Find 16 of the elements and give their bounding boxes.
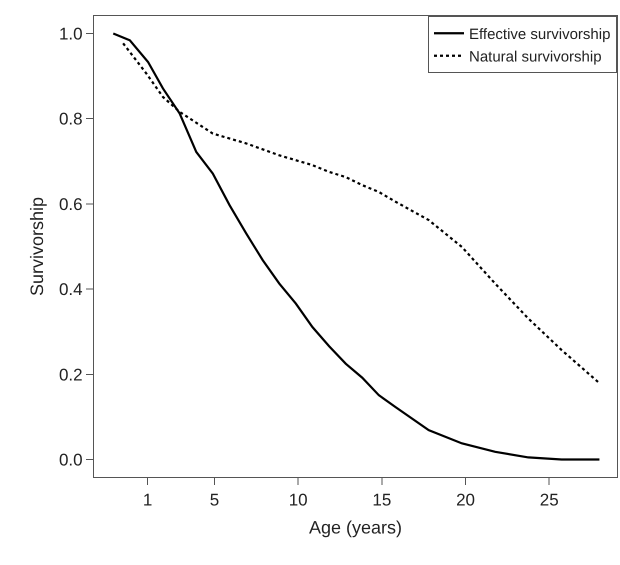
y-tick-label: 0.2 <box>58 365 83 384</box>
x-tick-label: 25 <box>540 490 559 510</box>
x-tick-label: 20 <box>456 490 475 510</box>
legend-label: Effective survivorship <box>469 26 610 44</box>
y-tick-label: 0.6 <box>58 194 83 214</box>
x-tick-label: 15 <box>372 490 392 510</box>
y-tick-label: 0.0 <box>58 450 83 470</box>
x-tick-label: 1 <box>142 490 152 510</box>
y-tick-label: 0.8 <box>58 110 83 129</box>
y-tick-label: 1.0 <box>58 24 83 44</box>
y-axis-title: Survivorship <box>27 196 48 296</box>
x-axis-title: Age (years) <box>308 518 402 538</box>
y-tick-label: 0.4 <box>58 280 83 300</box>
x-tick-label: 5 <box>210 490 220 510</box>
legend-label: Natural survivorship <box>469 48 602 66</box>
x-tick-label: 10 <box>288 490 308 510</box>
